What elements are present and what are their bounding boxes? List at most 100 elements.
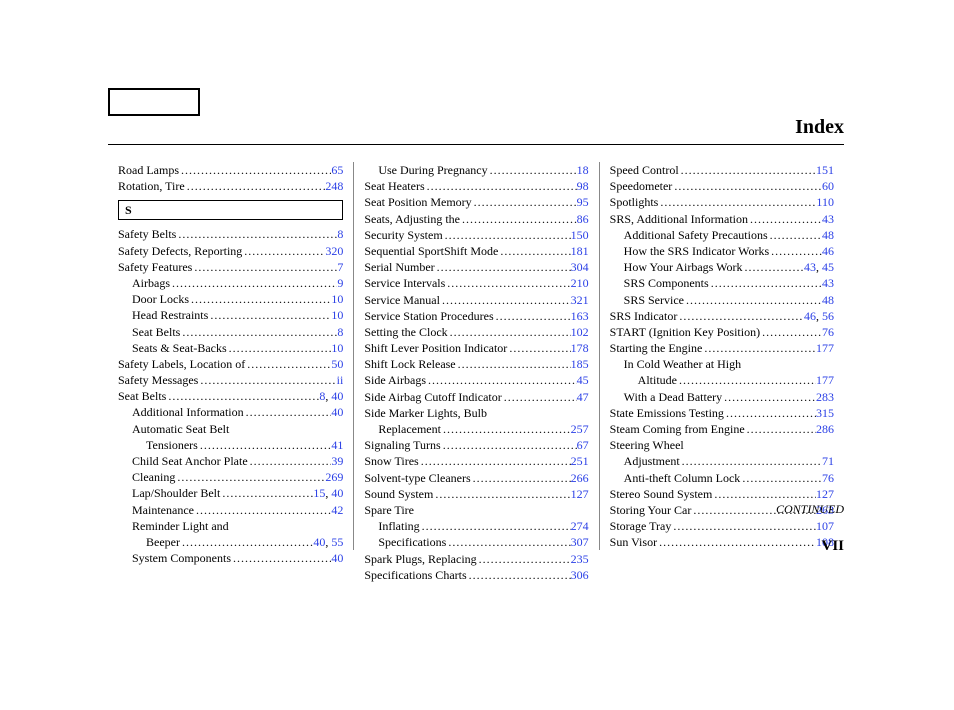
- page-link[interactable]: 283: [816, 390, 834, 404]
- page-link[interactable]: 248: [325, 179, 343, 193]
- page-link[interactable]: 257: [571, 422, 589, 436]
- page-link[interactable]: 48: [822, 228, 834, 242]
- page-link[interactable]: 8: [337, 227, 343, 241]
- index-entry-label: Side Airbags: [364, 372, 426, 388]
- page-link[interactable]: 50: [331, 357, 343, 371]
- page-link[interactable]: 86: [577, 212, 589, 226]
- page-link[interactable]: 9: [337, 276, 343, 290]
- page-link[interactable]: 178: [571, 341, 589, 355]
- leader-dots: [441, 437, 577, 453]
- page-link[interactable]: 48: [822, 293, 834, 307]
- page-link[interactable]: 46: [822, 244, 834, 258]
- page-link[interactable]: 98: [577, 179, 589, 193]
- index-entry: Stereo Sound System127: [610, 486, 834, 502]
- page-link[interactable]: 274: [571, 519, 589, 533]
- page-link[interactable]: 251: [571, 454, 589, 468]
- page-link[interactable]: 7: [337, 260, 343, 274]
- page-link[interactable]: 65: [331, 163, 343, 177]
- index-entry-pages: 15, 40: [313, 485, 343, 501]
- page-link[interactable]: 107: [816, 519, 834, 533]
- page-link[interactable]: ii: [337, 373, 344, 387]
- continued-label: CONTINUED: [776, 502, 844, 517]
- index-entry: Additional Information40: [118, 404, 343, 420]
- page-link[interactable]: 76: [822, 471, 834, 485]
- page-link[interactable]: 40: [313, 535, 325, 549]
- leader-dots: [467, 567, 571, 583]
- page-link[interactable]: 151: [816, 163, 834, 177]
- page-link[interactable]: 127: [571, 487, 589, 501]
- page-link[interactable]: 102: [571, 325, 589, 339]
- page-link[interactable]: 210: [571, 276, 589, 290]
- index-entry-label: With a Dead Battery: [624, 389, 722, 405]
- page-link[interactable]: 47: [577, 390, 589, 404]
- page-link[interactable]: 43: [804, 260, 816, 274]
- page-link[interactable]: 127: [816, 487, 834, 501]
- page-link[interactable]: 40: [331, 486, 343, 500]
- page-link[interactable]: 41: [331, 438, 343, 452]
- index-entry-pages: 50: [331, 356, 343, 372]
- index-entry: Speed Control151: [610, 162, 834, 178]
- page-link[interactable]: 181: [571, 244, 589, 258]
- page-link[interactable]: 315: [816, 406, 834, 420]
- page-link[interactable]: 40: [331, 405, 343, 419]
- page-link[interactable]: 71: [822, 454, 834, 468]
- index-entry-label: Safety Features: [118, 259, 192, 275]
- page-link[interactable]: 15: [313, 486, 325, 500]
- page-link[interactable]: 55: [331, 535, 343, 549]
- index-entry-pages: 127: [816, 486, 834, 502]
- index-entry-pages: 251: [571, 453, 589, 469]
- page-link[interactable]: 10: [331, 308, 343, 322]
- leader-dots: [435, 259, 571, 275]
- page-link[interactable]: 10: [331, 341, 343, 355]
- page-link[interactable]: 269: [325, 470, 343, 484]
- index-entry-label: Seat Heaters: [364, 178, 424, 194]
- page-link[interactable]: 18: [577, 163, 589, 177]
- page-link[interactable]: 304: [571, 260, 589, 274]
- leader-dots: [709, 275, 822, 291]
- page-link[interactable]: 110: [816, 195, 834, 209]
- index-entry: Automatic Seat Belt: [118, 421, 343, 437]
- page-link[interactable]: 45: [822, 260, 834, 274]
- index-entry: Replacement257: [364, 421, 588, 437]
- leader-dots: [460, 211, 577, 227]
- page-link[interactable]: 40: [331, 551, 343, 565]
- page-link[interactable]: 43: [822, 276, 834, 290]
- leader-dots: [445, 275, 570, 291]
- page-link[interactable]: 95: [577, 195, 589, 209]
- page-link[interactable]: 39: [331, 454, 343, 468]
- page-link[interactable]: 185: [571, 357, 589, 371]
- page-link[interactable]: 320: [325, 244, 343, 258]
- page-link[interactable]: 235: [571, 552, 589, 566]
- page-link[interactable]: 177: [816, 341, 834, 355]
- page-link[interactable]: 46: [804, 309, 816, 323]
- page-link[interactable]: 76: [822, 325, 834, 339]
- page-link[interactable]: 150: [571, 228, 589, 242]
- page-link[interactable]: 45: [577, 373, 589, 387]
- index-entry-pages: 307: [571, 534, 589, 550]
- index-entry-pages: 43, 45: [804, 259, 834, 275]
- index-entry-pages: 151: [816, 162, 834, 178]
- leader-dots: [498, 243, 570, 259]
- page-link[interactable]: 286: [816, 422, 834, 436]
- index-entry-pages: 40, 55: [313, 534, 343, 550]
- page-link[interactable]: 67: [577, 438, 589, 452]
- page-link[interactable]: 321: [571, 293, 589, 307]
- page-link[interactable]: 60: [822, 179, 834, 193]
- leader-dots: [180, 324, 337, 340]
- page-link[interactable]: 43: [822, 212, 834, 226]
- page-link[interactable]: 306: [571, 568, 589, 582]
- page-link[interactable]: 10: [331, 292, 343, 306]
- page-link[interactable]: 177: [816, 373, 834, 387]
- index-entry: Sound System127: [364, 486, 588, 502]
- page-link[interactable]: 307: [571, 535, 589, 549]
- page-link[interactable]: 42: [331, 503, 343, 517]
- page-link[interactable]: 163: [571, 309, 589, 323]
- index-entry-pages: 269: [325, 469, 343, 485]
- page-link[interactable]: 40: [331, 389, 343, 403]
- page-link[interactable]: 56: [822, 309, 834, 323]
- page-link[interactable]: 266: [571, 471, 589, 485]
- index-entry-pages: 67: [577, 437, 589, 453]
- page-link[interactable]: 8: [337, 325, 343, 339]
- index-entry-label: Service Intervals: [364, 275, 445, 291]
- index-entry: State Emissions Testing315: [610, 405, 834, 421]
